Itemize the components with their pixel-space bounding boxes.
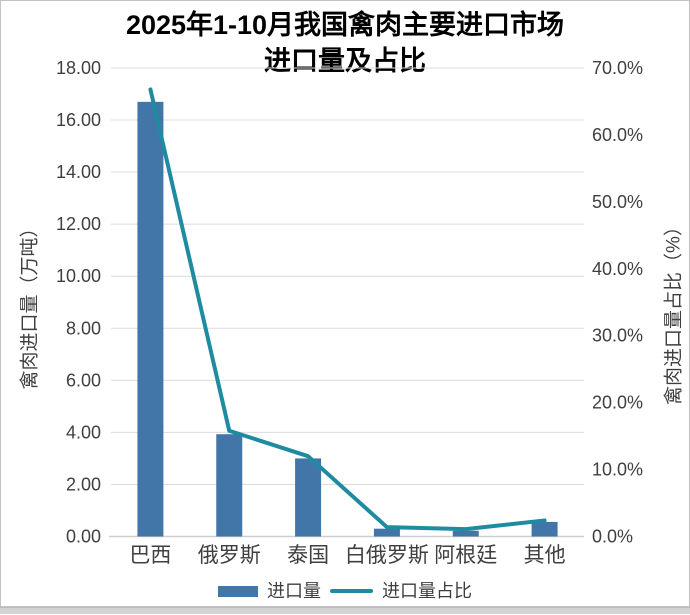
- bar-4: [452, 530, 479, 537]
- right-axis-tick-label: 20.0%: [592, 393, 643, 413]
- legend-bar-swatch: [218, 585, 258, 597]
- left-axis-tick-label: 6.00: [66, 370, 101, 390]
- legend-bar-label: 进口量: [267, 581, 321, 601]
- right-axis-tick-label: 10.0%: [592, 460, 643, 480]
- right-axis-tick-label: 0.0%: [592, 527, 633, 547]
- left-axis-tick-label: 0.00: [66, 527, 101, 547]
- bar-0: [137, 101, 164, 537]
- category-label-4: 阿根廷: [434, 544, 497, 567]
- left-axis-tick-label: 18.00: [56, 58, 101, 78]
- left-axis-tick-label: 10.00: [56, 266, 101, 286]
- chart-title: 2025年1-10月我国禽肉主要进口市场 进口量及占比: [125, 10, 565, 77]
- category-label-2: 泰国: [287, 544, 329, 567]
- category-label-0: 巴西: [129, 544, 171, 567]
- left-axis-tick-label: 4.00: [66, 422, 101, 442]
- left-axis-tick-label: 12.00: [56, 214, 101, 234]
- legend-line-label: 进口量占比: [382, 581, 472, 601]
- right-axis-tick-label: 50.0%: [592, 192, 643, 212]
- left-axis-title: 禽肉进口量（万吨）: [19, 218, 41, 390]
- bar-2: [295, 458, 322, 537]
- legend-line-swatch: [330, 589, 373, 593]
- left-axis-tick-label: 14.00: [56, 162, 101, 182]
- category-label-5: 其他: [524, 544, 566, 567]
- left-axis-tick-label: 8.00: [66, 318, 101, 338]
- bar-3: [373, 528, 400, 537]
- bar-5: [531, 521, 558, 537]
- bar-1: [216, 434, 243, 537]
- right-axis-tick-label: 30.0%: [592, 326, 643, 346]
- legend: 进口量 进口量占比: [1, 581, 689, 601]
- right-axis-tick-label: 40.0%: [592, 259, 643, 279]
- category-label-3: 白俄罗斯: [345, 544, 429, 567]
- share-line-series: [148, 87, 547, 532]
- window-bottom-strip: [0, 607, 690, 614]
- category-label-1: 俄罗斯: [198, 544, 261, 567]
- left-axis-tick-label: 16.00: [56, 110, 101, 130]
- right-axis-tick-label: 60.0%: [592, 125, 643, 145]
- right-axis-tick-label: 70.0%: [592, 58, 643, 78]
- right-axis-title: 禽肉进口量占比（%）: [663, 217, 685, 405]
- left-axis-tick-label: 2.00: [66, 474, 101, 494]
